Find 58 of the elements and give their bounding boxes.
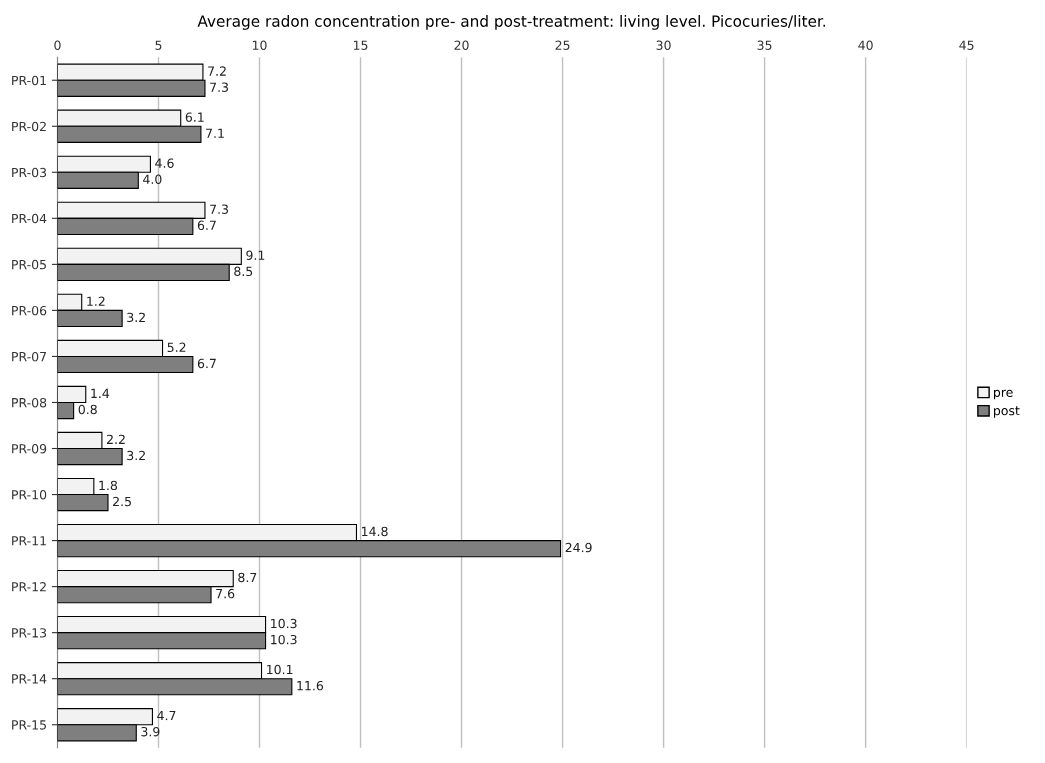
x-tick-label: 15: [353, 40, 368, 50]
data-label: 6.7: [197, 358, 216, 369]
y-tick-label: PR-14: [12, 674, 47, 684]
data-label: 5.2: [167, 342, 186, 353]
legend-label: pre: [994, 389, 1013, 400]
data-label: 1.4: [91, 388, 110, 398]
x-tick-label: 20: [454, 40, 469, 50]
x-tick-label: 25: [555, 40, 570, 50]
data-label: 9.1: [246, 250, 265, 260]
y-tick-label: PR-01: [12, 75, 46, 86]
data-label: 7.3: [210, 204, 228, 214]
x-tick-label: 5: [155, 40, 162, 50]
y-tick-label: PR-02: [12, 121, 46, 132]
y-tick-label: PR-05: [12, 259, 46, 270]
data-label: 3.2: [127, 450, 145, 461]
x-tick-label: 10: [252, 40, 267, 50]
x-tick-label: 45: [959, 40, 974, 50]
data-label: 8.5: [234, 266, 253, 277]
y-tick-label: PR-09: [12, 443, 47, 454]
data-label: 2.5: [113, 496, 131, 507]
data-label: 3.9: [141, 726, 160, 737]
chart-title: Average radon concentration pre- and post-treatment: living level. Picocuries/liter.: [197, 15, 826, 30]
data-label: 10.1: [267, 664, 293, 675]
x-tick-label: 35: [757, 40, 772, 50]
y-tick-label: PR-13: [12, 628, 47, 638]
data-label: 1.8: [99, 480, 118, 491]
legend-label: post: [994, 406, 1020, 418]
data-label: 4.0: [143, 174, 162, 184]
y-tick-label: PR-03: [12, 167, 47, 178]
x-tick-label: 40: [858, 40, 873, 50]
y-tick-label: PR-07: [12, 351, 46, 362]
y-tick-label: PR-11: [12, 536, 46, 546]
data-label: 14.8: [362, 526, 388, 537]
data-label: 7.6: [216, 588, 235, 599]
y-tick-label: PR-10: [12, 490, 47, 500]
data-label: 3.2: [127, 312, 145, 323]
data-label: 8.7: [238, 572, 257, 583]
data-label: 10.3: [271, 634, 297, 645]
data-label: 7.1: [206, 128, 224, 138]
data-label: 0.8: [78, 404, 97, 415]
data-label: 7.3: [210, 82, 228, 92]
data-label: 7.2: [208, 66, 226, 76]
y-tick-label: PR-08: [12, 397, 47, 408]
data-label: 11.6: [297, 680, 324, 691]
y-tick-label: PR-06: [12, 305, 47, 316]
y-tick-label: PR-15: [12, 720, 46, 730]
data-label: 10.3: [271, 618, 297, 629]
data-label: 24.9: [565, 542, 592, 553]
data-label: 6.7: [197, 220, 216, 231]
y-tick-label: PR-12: [12, 582, 46, 592]
x-tick-label: 0: [54, 40, 61, 50]
data-label: 4.6: [155, 158, 174, 168]
data-label: 2.2: [107, 434, 125, 444]
data-label: 4.7: [157, 711, 176, 721]
data-label: 1.2: [87, 296, 105, 306]
x-tick-label: 30: [656, 40, 671, 50]
y-tick-label: PR-04: [12, 213, 47, 224]
data-label: 6.1: [185, 112, 204, 122]
